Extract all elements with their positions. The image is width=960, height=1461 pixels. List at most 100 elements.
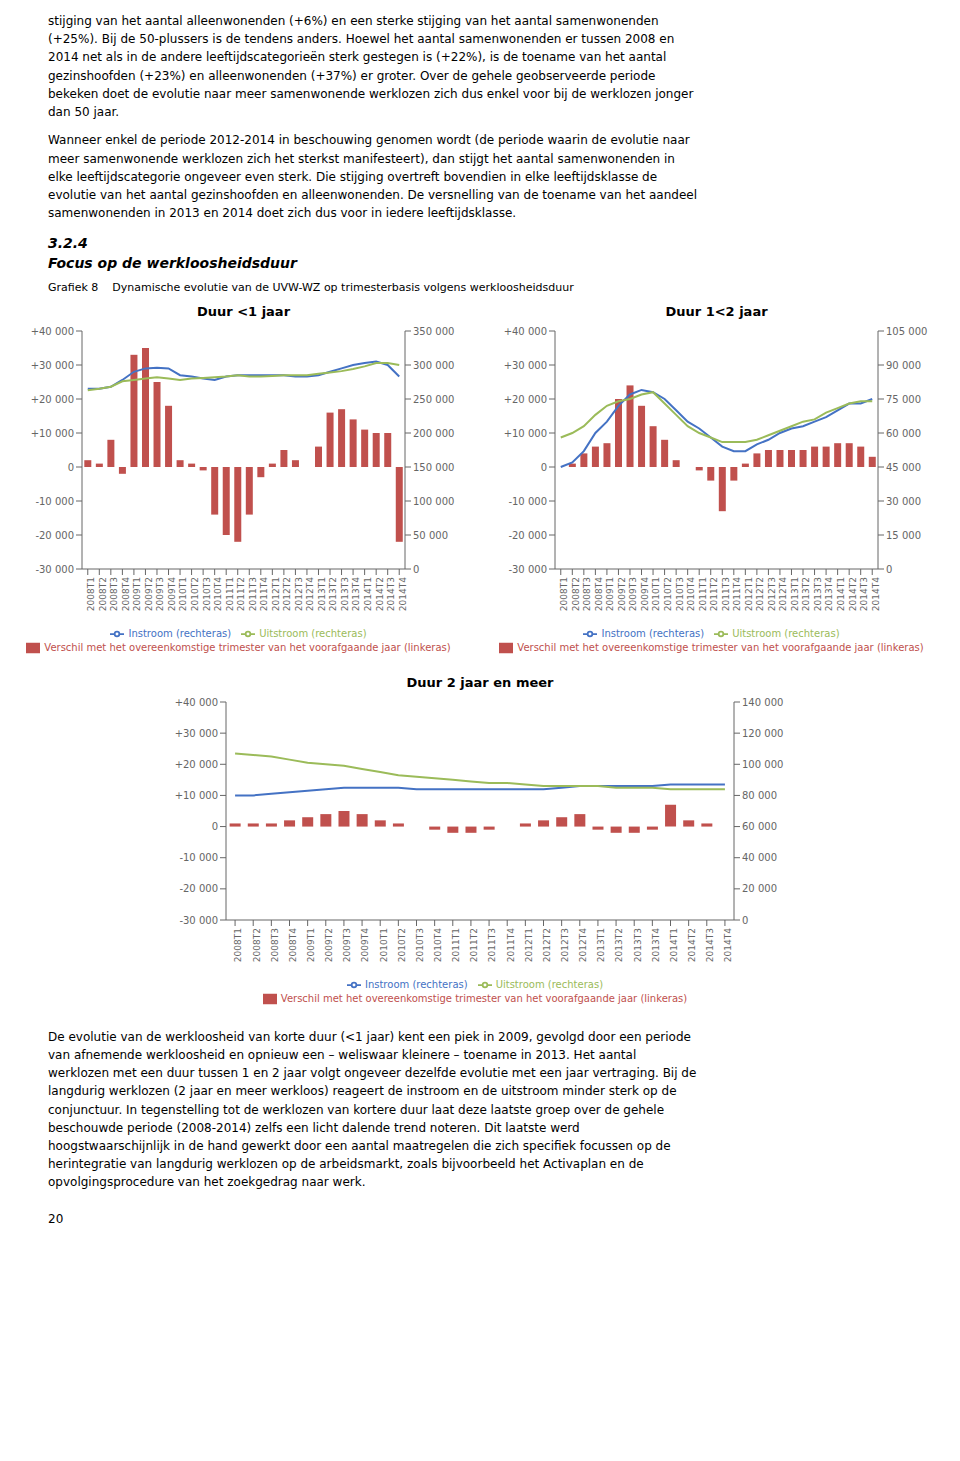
svg-text:2014T2: 2014T2 (687, 928, 697, 962)
svg-text:2013T3: 2013T3 (340, 577, 350, 611)
svg-text:105 000: 105 000 (886, 325, 927, 336)
svg-text:2008T2: 2008T2 (252, 928, 262, 962)
svg-text:2013T1: 2013T1 (790, 577, 800, 611)
svg-text:-20 000: -20 000 (179, 883, 218, 894)
svg-text:2014T3: 2014T3 (859, 577, 869, 611)
svg-text:+20 000: +20 000 (31, 393, 74, 404)
svg-text:2011T1: 2011T1 (451, 928, 461, 962)
svg-text:350 000: 350 000 (413, 325, 454, 336)
svg-text:2012T4: 2012T4 (305, 576, 315, 610)
svg-text:-20 000: -20 000 (508, 529, 547, 540)
svg-text:+10 000: +10 000 (31, 427, 74, 438)
svg-text:2009T3: 2009T3 (155, 577, 165, 611)
svg-text:30 000: 30 000 (886, 495, 921, 506)
svg-text:2014T1: 2014T1 (669, 928, 679, 962)
svg-text:2010T3: 2010T3 (675, 577, 685, 611)
svg-text:2012T3: 2012T3 (767, 577, 777, 611)
svg-text:2014T4: 2014T4 (871, 576, 881, 610)
svg-text:-30 000: -30 000 (179, 914, 218, 925)
svg-text:0: 0 (541, 461, 547, 472)
svg-text:2009T4: 2009T4 (167, 576, 177, 610)
svg-text:2014T3: 2014T3 (705, 928, 715, 962)
svg-text:-10 000: -10 000 (35, 495, 74, 506)
svg-text:60 000: 60 000 (742, 821, 777, 832)
svg-text:2011T2: 2011T2 (236, 577, 246, 611)
svg-text:50 000: 50 000 (413, 529, 448, 540)
svg-text:2013T3: 2013T3 (633, 928, 643, 962)
svg-text:-20 000: -20 000 (35, 529, 74, 540)
svg-text:2013T1: 2013T1 (596, 928, 606, 962)
svg-text:2012T1: 2012T1 (744, 577, 754, 611)
svg-text:2012T2: 2012T2 (755, 577, 765, 611)
svg-text:2013T3: 2013T3 (813, 577, 823, 611)
svg-text:+30 000: +30 000 (175, 727, 218, 738)
svg-text:-10 000: -10 000 (179, 852, 218, 863)
svg-text:45 000: 45 000 (886, 461, 921, 472)
svg-text:150 000: 150 000 (413, 461, 454, 472)
svg-text:2010T4: 2010T4 (213, 576, 223, 610)
svg-text:2014T2: 2014T2 (375, 577, 385, 611)
svg-text:2008T3: 2008T3 (109, 577, 119, 611)
svg-text:-10 000: -10 000 (508, 495, 547, 506)
svg-text:-30 000: -30 000 (35, 563, 74, 574)
svg-text:2011T2: 2011T2 (709, 577, 719, 611)
svg-text:0: 0 (413, 563, 419, 574)
svg-text:2011T3: 2011T3 (248, 577, 258, 611)
svg-text:2010T4: 2010T4 (686, 576, 696, 610)
svg-text:2011T3: 2011T3 (721, 577, 731, 611)
svg-text:+30 000: +30 000 (31, 359, 74, 370)
svg-text:2008T3: 2008T3 (270, 928, 280, 962)
svg-text:0: 0 (742, 914, 748, 925)
svg-text:2014T2: 2014T2 (848, 577, 858, 611)
svg-text:2009T3: 2009T3 (342, 928, 352, 962)
svg-text:2012T1: 2012T1 (524, 928, 534, 962)
svg-text:2012T3: 2012T3 (294, 577, 304, 611)
svg-text:40 000: 40 000 (742, 852, 777, 863)
svg-text:+20 000: +20 000 (504, 393, 547, 404)
svg-text:15 000: 15 000 (886, 529, 921, 540)
svg-text:2009T3: 2009T3 (628, 577, 638, 611)
svg-text:2012T2: 2012T2 (542, 928, 552, 962)
svg-text:2011T1: 2011T1 (698, 577, 708, 611)
svg-text:2010T2: 2010T2 (663, 577, 673, 611)
svg-text:2008T3: 2008T3 (582, 577, 592, 611)
svg-text:80 000: 80 000 (742, 790, 777, 801)
svg-text:2010T2: 2010T2 (190, 577, 200, 611)
svg-text:2011T4: 2011T4 (259, 576, 269, 610)
svg-text:2008T4: 2008T4 (121, 576, 131, 610)
svg-text:60 000: 60 000 (886, 427, 921, 438)
svg-text:90 000: 90 000 (886, 359, 921, 370)
svg-text:120 000: 120 000 (742, 727, 783, 738)
svg-text:75 000: 75 000 (886, 393, 921, 404)
svg-text:2010T1: 2010T1 (651, 577, 661, 611)
svg-text:2008T4: 2008T4 (594, 576, 604, 610)
svg-text:2013T4: 2013T4 (651, 927, 661, 961)
svg-text:2011T2: 2011T2 (469, 928, 479, 962)
svg-text:2012T1: 2012T1 (271, 577, 281, 611)
svg-text:2014T3: 2014T3 (386, 577, 396, 611)
svg-text:100 000: 100 000 (413, 495, 454, 506)
svg-text:2013T2: 2013T2 (614, 928, 624, 962)
svg-text:2013T2: 2013T2 (328, 577, 338, 611)
svg-text:2014T1: 2014T1 (836, 577, 846, 611)
svg-text:20 000: 20 000 (742, 883, 777, 894)
svg-text:+40 000: +40 000 (504, 325, 547, 336)
svg-text:2010T1: 2010T1 (379, 928, 389, 962)
svg-text:2008T1: 2008T1 (86, 577, 96, 611)
svg-text:2014T4: 2014T4 (723, 927, 733, 961)
svg-text:+20 000: +20 000 (175, 758, 218, 769)
svg-text:2009T1: 2009T1 (132, 577, 142, 611)
svg-text:2009T4: 2009T4 (640, 576, 650, 610)
svg-text:2010T3: 2010T3 (415, 928, 425, 962)
svg-text:+10 000: +10 000 (175, 790, 218, 801)
svg-text:2008T4: 2008T4 (288, 927, 298, 961)
svg-text:2011T3: 2011T3 (487, 928, 497, 962)
svg-text:2009T1: 2009T1 (605, 577, 615, 611)
svg-text:2014T1: 2014T1 (363, 577, 373, 611)
svg-text:2012T2: 2012T2 (282, 577, 292, 611)
svg-text:+40 000: +40 000 (175, 696, 218, 707)
svg-text:2011T4: 2011T4 (506, 927, 516, 961)
svg-text:2008T2: 2008T2 (98, 577, 108, 611)
svg-text:140 000: 140 000 (742, 696, 783, 707)
svg-text:2013T2: 2013T2 (801, 577, 811, 611)
